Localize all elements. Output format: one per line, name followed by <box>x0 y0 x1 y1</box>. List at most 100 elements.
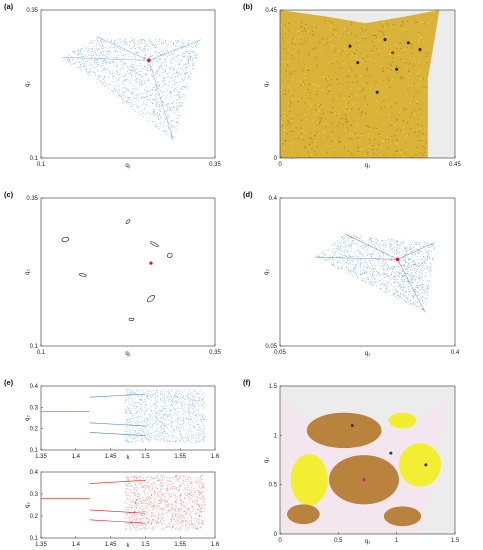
chart-e1-ytick-label: 0.4 <box>30 384 39 390</box>
chart-a-ylabel: q₂ <box>25 80 31 86</box>
chart-d-frame <box>279 197 456 347</box>
chart-e1-xlabel: k <box>127 455 131 461</box>
chart-e1-xtick-label: 1.45 <box>105 454 117 460</box>
chart-c-fixed-point <box>149 261 153 265</box>
chart-d-strand <box>397 242 436 260</box>
chart-a-xtick-label: 0.35 <box>209 162 221 168</box>
chart-d-ytick-label: 0.05 <box>265 344 277 350</box>
chart-b-xtick-label: 0.45 <box>449 162 461 168</box>
chart-e2-xtick-label: 1.5 <box>141 542 150 548</box>
chart-f-ytick-label: 0.5 <box>269 483 278 489</box>
chart-b-panel-label: (b) <box>243 2 253 11</box>
chart-d: 0.05 0.4 0.05 0.4 q₁ q₂ (d) <box>243 190 460 357</box>
chart-b-ylabel: q₂ <box>264 80 270 86</box>
chart-e2-branch <box>89 519 146 524</box>
chart-c: 0.1 0.35 0.1 0.35 q₁ q₂ (c) <box>4 190 221 357</box>
chart-f-ytick-label: 1.5 <box>269 384 278 390</box>
chart-a-ytick-label: 0.1 <box>30 156 39 162</box>
chart-f-periodic-point <box>389 451 393 455</box>
chart-e1-xtick-label: 1.35 <box>35 454 47 460</box>
chart-f-island <box>287 504 320 525</box>
chart-a-points <box>61 36 202 141</box>
chart-b-periodic-point <box>348 44 352 48</box>
chart-d-points <box>314 233 436 313</box>
chart-d-ylabel: q₂ <box>264 268 270 274</box>
chart-d-xtick-label: 0.4 <box>451 350 460 356</box>
chart-f-xtick-label: 0.5 <box>334 538 343 544</box>
chart-c-frame <box>40 197 216 347</box>
chart-e2: 1.35 1.4 1.45 1.5 1.55 1.6 0.1 0.2 0.3 0.4 k q₂ <box>25 470 220 549</box>
chart-c-island <box>128 317 135 321</box>
chart-c-island <box>79 273 87 277</box>
chart-e2-xtick-label: 1.4 <box>72 542 81 548</box>
chart-c-ytick-label: 0.35 <box>26 196 38 202</box>
chart-d-panel-label: (d) <box>243 190 253 199</box>
chart-b-xtick-label: 0 <box>278 162 282 168</box>
chart-e1-xtick-label: 1.4 <box>72 454 81 460</box>
chart-f-island <box>383 506 422 527</box>
chart-e2-xtick-label: 1.6 <box>211 542 220 548</box>
chart-e1-frame <box>40 385 216 451</box>
chart-f-periodic-point <box>350 423 354 427</box>
chart-e2-frame <box>40 471 216 539</box>
chart-f-island <box>290 454 328 506</box>
chart-b-periodic-point <box>356 61 360 65</box>
chart-f-xtick-label: 1 <box>395 538 399 544</box>
chart-f-frame <box>279 385 456 535</box>
chart-e1: 1.35 1.4 1.45 1.5 1.55 1.6 0.1 0.2 0.3 0.4 k q₂ (e) <box>4 378 220 461</box>
chart-d-strand <box>397 259 426 313</box>
chart-e1-bifurcation <box>41 389 206 443</box>
chart-e1-branch <box>89 432 146 436</box>
chart-b-ytick-label: 0 <box>274 156 278 162</box>
chart-a-xlabel: q₁ <box>125 163 130 169</box>
chart-f-panel-label: (f) <box>243 378 251 387</box>
chart-c-island <box>150 241 159 247</box>
chart-e1-ylabel: q₂ <box>25 414 31 420</box>
chart-a-frame <box>40 9 216 159</box>
chart-f-island <box>306 412 382 449</box>
chart-f-island <box>388 412 417 429</box>
chart-f-xlabel: q₁ <box>365 539 370 545</box>
chart-f-ytick-label: 1 <box>274 433 278 439</box>
chart-b-periodic-point <box>418 47 422 51</box>
chart-c-ytick-label: 0.1 <box>30 344 39 350</box>
chart-f-xtick-label: 0 <box>278 538 282 544</box>
chart-c-xlabel: q₁ <box>125 351 130 357</box>
chart-e2-bifurcation <box>41 475 206 531</box>
chart-a-strand <box>61 57 149 61</box>
chart-c-ylabel: q₂ <box>25 268 31 274</box>
chart-b-ytick-label: 0.45 <box>265 8 277 14</box>
chart-b-periodic-point <box>383 38 387 42</box>
chart-e2-ytick-label: 0.2 <box>30 514 39 520</box>
chart-b-periodic-point <box>395 67 399 71</box>
chart-d-xlabel: q₁ <box>365 351 370 357</box>
chart-c-xtick-label: 0.1 <box>37 350 46 356</box>
chart-e1-ytick-label: 0.3 <box>30 405 39 411</box>
chart-c-panel-label: (c) <box>4 190 14 199</box>
chart-b-texture <box>280 19 429 159</box>
chart-a-strand <box>148 39 202 61</box>
chart-d-strand <box>314 256 398 260</box>
chart-c-island <box>146 294 155 303</box>
chart-a-xtick-label: 0.1 <box>37 162 46 168</box>
chart-d-ytick-label: 0.4 <box>269 196 278 202</box>
chart-c-xtick-label: 0.35 <box>209 350 221 356</box>
chart-e1-panel-label: (e) <box>4 378 14 387</box>
chart-b-xlabel: q₁ <box>365 163 370 169</box>
chart-c-island <box>125 219 131 224</box>
chart-e2-xtick-label: 1.45 <box>105 542 117 548</box>
chart-a-strand <box>148 60 174 141</box>
chart-b-fixed-point <box>391 51 395 55</box>
chart-b-periodic-point <box>406 41 410 45</box>
chart-e1-ytick-label: 0.1 <box>30 448 39 454</box>
chart-e2-ylabel: q₂ <box>25 501 31 507</box>
chart-e2-branch <box>89 509 146 514</box>
chart-e1-ytick-label: 0.2 <box>30 427 39 433</box>
chart-e1-xtick-label: 1.6 <box>211 454 220 460</box>
chart-a-panel-label: (a) <box>4 2 14 11</box>
chart-e2-xlabel: k <box>127 543 131 549</box>
chart-a-fixed-point <box>147 58 151 63</box>
chart-e1-branch <box>89 393 146 398</box>
chart-f-xtick-label: 1.5 <box>451 538 460 544</box>
